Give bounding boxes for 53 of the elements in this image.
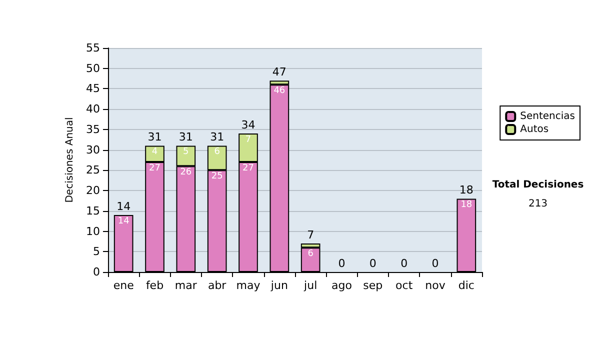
total-label: 18 — [459, 184, 474, 197]
total-label: 0 — [369, 257, 376, 270]
x-tick-label: ene — [113, 279, 134, 292]
legend-label: Sentencias — [520, 111, 576, 122]
y-tick-label: 50 — [86, 62, 100, 75]
y-tick-label: 25 — [86, 164, 100, 177]
data-label: 4 — [152, 147, 158, 158]
data-label: 7 — [245, 135, 252, 146]
data-label: 5 — [183, 147, 189, 158]
total-label: 31 — [210, 130, 224, 144]
data-label: 46 — [274, 86, 286, 96]
legend-label: Autos — [520, 124, 549, 135]
total-label: 31 — [178, 130, 193, 144]
x-tick-label: nov — [425, 279, 446, 292]
total-label: 47 — [272, 66, 286, 79]
x-tick-label: may — [236, 279, 261, 292]
x-tick-label: ago — [332, 279, 352, 292]
data-label: 6 — [214, 147, 220, 158]
data-label: 25 — [211, 172, 223, 182]
x-tick-label: dic — [458, 279, 474, 292]
data-label: 6 — [308, 249, 314, 260]
data-label: 27 — [242, 164, 254, 174]
x-tick-label: mar — [174, 279, 198, 292]
y-tick-label: 45 — [86, 82, 100, 96]
x-tick-label: jul — [303, 279, 318, 292]
x-tick-label: feb — [146, 279, 164, 292]
x-tick-label: abr — [208, 279, 227, 292]
total-label: 0 — [432, 257, 439, 270]
data-label: 18 — [460, 200, 472, 210]
text: 213 — [528, 198, 548, 210]
y-tick-label: 40 — [86, 102, 100, 116]
data-label: 14 — [118, 216, 130, 226]
y-tick-label: 20 — [86, 184, 100, 198]
total-label: 34 — [241, 118, 256, 132]
total-label: 31 — [148, 130, 162, 144]
y-tick-label: 55 — [86, 42, 100, 54]
y-tick-label: 0 — [93, 266, 100, 278]
data-label: 26 — [180, 168, 192, 178]
y-tick-label: 5 — [93, 245, 100, 258]
text: Total Decisiones — [492, 180, 584, 190]
total-label: 14 — [116, 200, 131, 213]
x-tick-label: sep — [363, 279, 383, 292]
data-label: 27 — [149, 164, 160, 174]
y-axis-title: Decisiones Anual — [64, 117, 76, 203]
y-tick-label: 15 — [86, 204, 100, 218]
y-tick-label: 10 — [86, 224, 100, 238]
total-label: 7 — [307, 228, 314, 242]
total-label: 0 — [338, 257, 346, 270]
x-tick-label: jun — [270, 279, 288, 292]
total-label: 0 — [400, 257, 408, 270]
y-tick-label: 30 — [86, 143, 100, 156]
y-tick-label: 35 — [86, 122, 100, 136]
x-tick-label: oct — [396, 279, 414, 292]
